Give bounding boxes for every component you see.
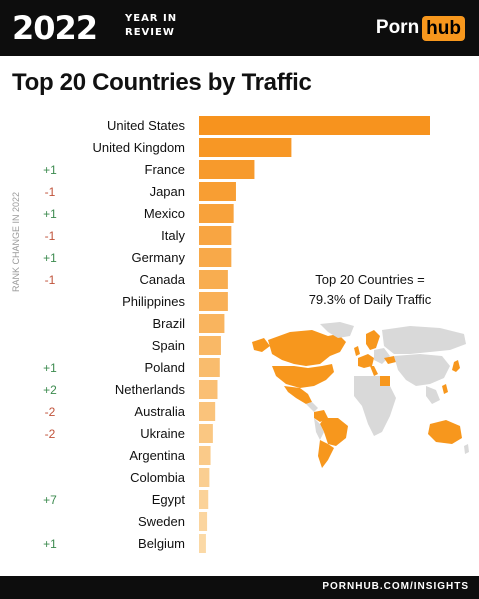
category-label: Egypt [152,492,186,507]
map-central-america [306,402,318,412]
bar-japan [199,182,236,201]
category-label: Argentina [129,448,185,463]
traffic-share-annotation: Top 20 Countries = 79.3% of Daily Traffi… [290,270,450,310]
category-label: Italy [161,228,185,243]
category-label: Germany [132,250,186,265]
footer-bar: PORNHUB.COM/INSIGHTS [0,576,479,599]
chart-title: Top 20 Countries by Traffic [12,69,312,96]
map-australia [428,420,462,444]
rank-change-label: +1 [43,251,57,265]
year-in-review-line-1: YEAR IN [125,13,178,24]
annotation-line-2: 79.3% of Daily Traffic [308,292,432,307]
category-label: Ukraine [140,426,185,441]
bar-mexico [199,204,234,223]
year-label: 2022 [12,9,98,47]
category-label: France [145,162,185,177]
bar-italy [199,226,232,245]
map-southeast-asia [426,386,440,404]
rank-change-label: -2 [45,427,56,441]
bar-philippines [199,292,228,311]
annotation-line-1: Top 20 Countries = [315,272,425,287]
map-europe-west [358,354,374,368]
category-label: Australia [134,404,185,419]
map-alaska [252,338,270,352]
map-argentina [318,440,334,468]
bar-united-kingdom [199,138,292,157]
bar-netherlands [199,380,218,399]
logo-text-right: hub [422,15,465,41]
rank-change-label: -1 [45,185,56,199]
bar-colombia [199,468,210,487]
bar-belgium [199,534,206,553]
bar-canada [199,270,228,289]
category-label: Belgium [138,536,185,551]
map-scandinavia [366,330,380,350]
map-asia [394,354,450,386]
bar-poland [199,358,220,377]
bar-australia [199,402,216,421]
category-label: Colombia [130,470,186,485]
rank-change-label: +1 [43,537,57,551]
map-ukraine [384,356,396,364]
category-label: Spain [152,338,185,353]
bar-argentina [199,446,211,465]
category-label: Canada [139,272,185,287]
category-label: United States [107,118,186,133]
category-label: Sweden [138,514,185,529]
category-label: Japan [150,184,185,199]
map-canada [268,330,346,366]
map-greenland [320,322,354,338]
brand-logo: Porn hub [376,15,465,41]
bar-ukraine [199,424,213,443]
map-andes [314,418,324,440]
bar-sweden [199,512,208,531]
bar-spain [199,336,221,355]
category-label: United Kingdom [93,140,186,155]
bar-united-states [199,116,430,135]
bar-egypt [199,490,209,509]
map-egypt [380,376,390,386]
rank-change-label: -2 [45,405,56,419]
header-bar: 2022 YEAR IN REVIEW Porn hub [0,0,479,56]
map-mexico [284,386,312,404]
map-japan [452,360,460,372]
map-uk [354,346,360,356]
world-map-icon [252,322,469,468]
rank-change-label: +1 [43,361,57,375]
bar-brazil [199,314,225,333]
category-label: Mexico [144,206,185,221]
map-italy [370,366,378,376]
bar-france [199,160,255,179]
rank-change-label: +1 [43,207,57,221]
map-africa [354,376,396,436]
category-label: Netherlands [115,382,186,397]
rank-change-label: -1 [45,229,56,243]
category-label: Philippines [122,294,185,309]
footer-url[interactable]: PORNHUB.COM/INSIGHTS [322,581,469,592]
rank-change-label: -1 [45,273,56,287]
rank-change-label: +7 [43,493,57,507]
logo-text-left: Porn [375,17,420,38]
map-usa [272,364,334,388]
year-in-review-label: YEAR IN REVIEW [125,12,177,40]
bar-chart: United States United Kingdom France +1 Japan… [43,116,430,553]
rank-change-label: +1 [43,163,57,177]
category-label: Poland [145,360,185,375]
rank-change-label: +2 [43,383,57,397]
map-brazil [320,418,348,446]
year-in-review-line-2: REVIEW [125,27,175,38]
category-label: Brazil [152,316,185,331]
map-new-zealand [464,444,469,454]
bar-germany [199,248,232,267]
map-russia [382,326,466,354]
map-philippines [442,384,448,394]
